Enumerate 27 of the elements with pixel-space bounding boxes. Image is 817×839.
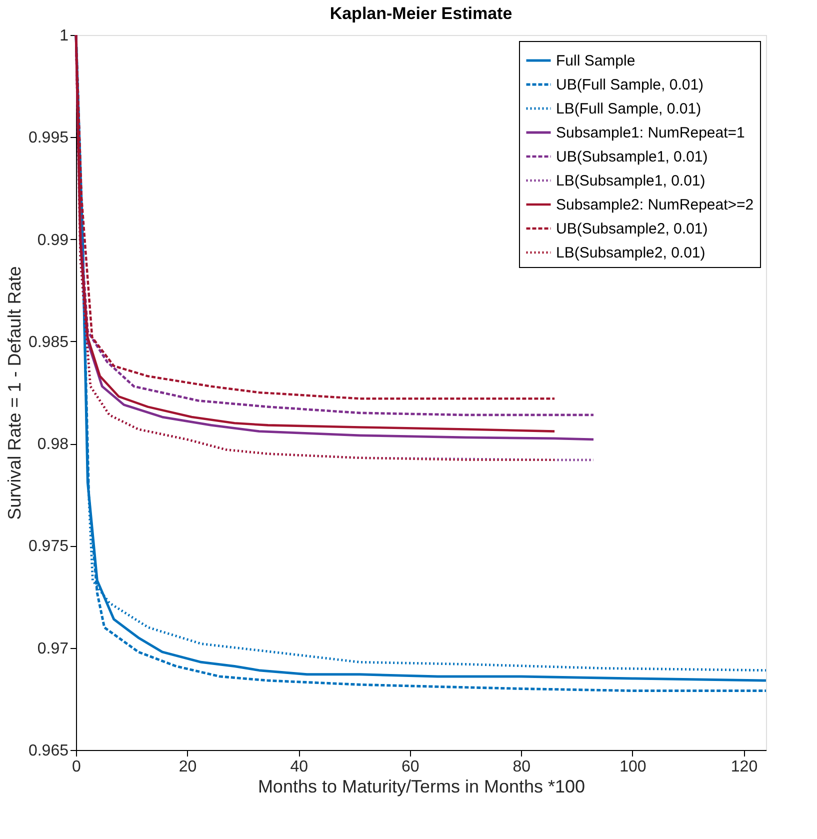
legend-label: LB(Full Sample, 0.01) xyxy=(556,100,702,118)
chart-title: Kaplan-Meier Estimate xyxy=(330,4,512,23)
x-tick-label: 20 xyxy=(178,758,197,776)
y-tick-label: 0.97 xyxy=(37,640,69,658)
y-tick-label: 0.98 xyxy=(37,436,69,454)
x-tick-label: 80 xyxy=(512,758,531,776)
x-tick-label: 60 xyxy=(401,758,420,776)
y-tick-label: 0.975 xyxy=(28,538,69,556)
legend-label: Subsample2: NumRepeat>=2 xyxy=(556,196,754,214)
legend-label: UB(Subsample2, 0.01) xyxy=(556,220,708,238)
legend-label: Full Sample xyxy=(556,52,636,70)
y-tick-label: 0.965 xyxy=(28,742,69,760)
y-tick-label: 0.99 xyxy=(37,232,69,249)
x-tick-label: 100 xyxy=(620,758,646,776)
legend-label: LB(Subsample1, 0.01) xyxy=(556,172,706,190)
y-tick-label: 1 xyxy=(60,28,69,44)
x-axis-title: Months to Maturity/Terms in Months *100 xyxy=(258,776,586,796)
x-tick-label: 120 xyxy=(730,758,758,776)
x-tick-label: 40 xyxy=(290,758,308,776)
legend-label: Subsample1: NumRepeat=1 xyxy=(556,124,745,142)
legend-label: UB(Subsample1, 0.01) xyxy=(556,148,708,166)
y-tick-label: 0.995 xyxy=(28,130,69,147)
x-tick-label: 0 xyxy=(72,758,82,776)
y-axis-title: Survival Rate = 1 - Default Rate xyxy=(4,266,24,520)
legend-label: LB(Subsample2, 0.01) xyxy=(556,244,706,262)
legend-label: UB(Full Sample, 0.01) xyxy=(556,76,704,94)
y-tick-label: 0.985 xyxy=(28,334,69,351)
